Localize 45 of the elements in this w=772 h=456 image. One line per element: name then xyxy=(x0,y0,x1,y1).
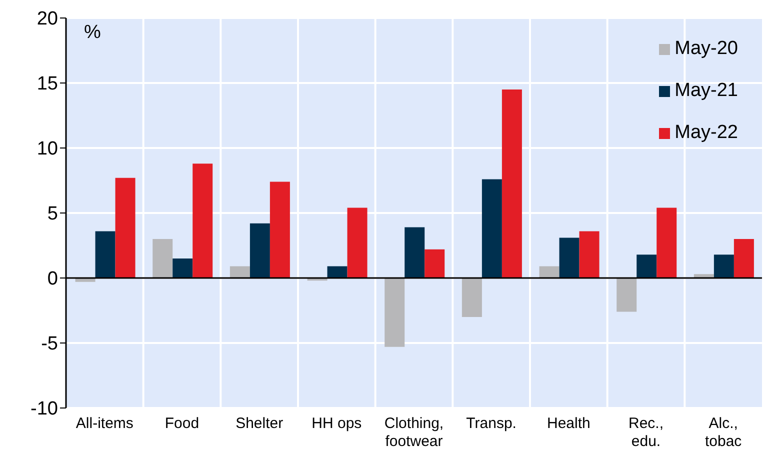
bar xyxy=(250,223,270,278)
legend-label: May-22 xyxy=(674,122,738,144)
bar xyxy=(579,231,600,278)
x-tick-label: Alc., tobac xyxy=(704,415,742,450)
legend-label: May-21 xyxy=(674,80,738,102)
bar xyxy=(559,238,580,278)
bar xyxy=(694,274,714,278)
x-tick-label: Clothing, footwear xyxy=(384,415,444,450)
x-tick-label: Shelter xyxy=(236,415,284,432)
bar xyxy=(152,239,173,278)
bar xyxy=(502,90,522,278)
x-tick-label: HH ops xyxy=(312,415,362,432)
y-tick-label: 15 xyxy=(36,74,58,95)
bar xyxy=(347,208,368,278)
bar xyxy=(656,208,677,278)
y-tick-label: 5 xyxy=(47,204,58,225)
bar xyxy=(192,164,213,278)
bar xyxy=(539,266,560,278)
bar xyxy=(172,258,193,278)
x-tick-label: Health xyxy=(546,415,590,432)
bar xyxy=(270,182,290,278)
x-tick-label: Transp. xyxy=(466,415,516,432)
bar xyxy=(424,249,445,278)
bar xyxy=(327,266,348,278)
y-tick-label: -5 xyxy=(41,334,58,355)
bar xyxy=(230,266,250,278)
y-tick-label: -10 xyxy=(30,398,58,420)
bar xyxy=(636,254,657,278)
y-tick-label: 0 xyxy=(47,268,58,290)
bar xyxy=(115,178,136,278)
y-axis-title: % xyxy=(84,22,101,44)
x-tick-label: All-items xyxy=(76,415,134,432)
bar xyxy=(714,254,734,278)
x-tick-label: Rec., edu. xyxy=(628,415,664,450)
bar xyxy=(462,278,482,317)
bar xyxy=(482,179,502,278)
x-tick-label: Food xyxy=(164,415,200,432)
bar xyxy=(95,231,116,278)
y-tick-label: 10 xyxy=(36,138,58,160)
bar xyxy=(384,278,405,347)
legend-label: May-20 xyxy=(674,38,738,60)
bar xyxy=(616,278,637,312)
bar xyxy=(734,239,754,278)
y-tick-label: 20 xyxy=(36,8,58,30)
bar xyxy=(404,227,425,278)
